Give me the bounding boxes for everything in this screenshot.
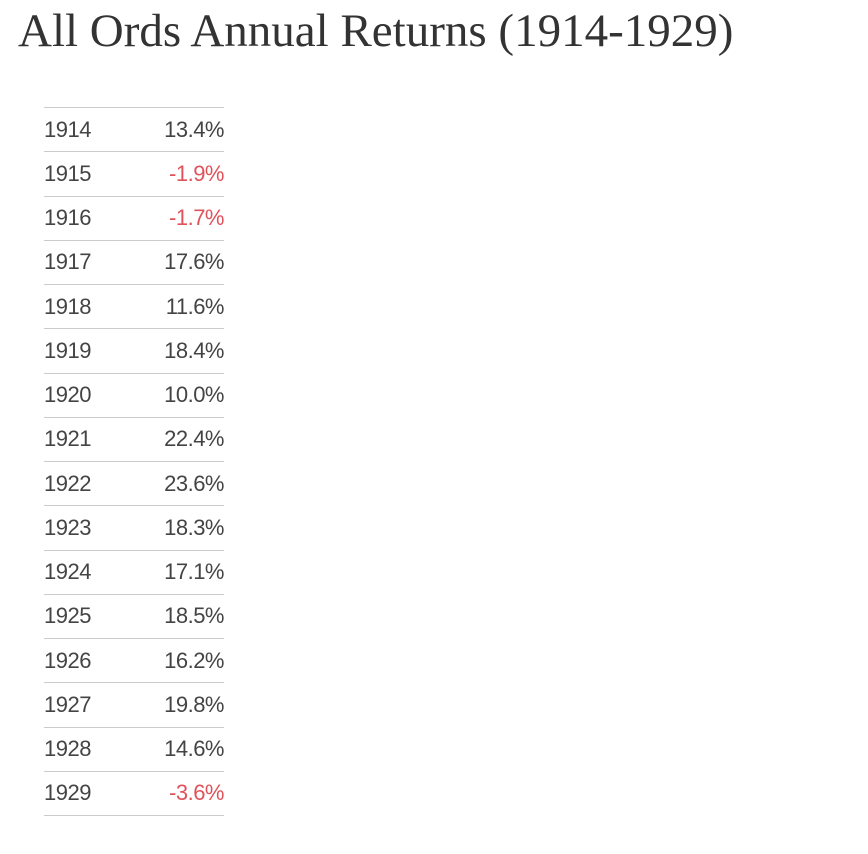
year-cell: 1917 (44, 249, 91, 275)
year-cell: 1919 (44, 337, 91, 363)
return-cell: -1.9% (169, 160, 224, 186)
return-cell: 14.6% (164, 736, 224, 762)
return-cell: 16.2% (164, 647, 224, 673)
year-cell: 1920 (44, 382, 91, 408)
title: All Ords Annual Returns (1914-1929) (18, 5, 734, 57)
table-row: 1927 19.8% (44, 683, 224, 728)
return-cell: 23.6% (164, 470, 224, 496)
return-cell: -3.6% (169, 780, 224, 806)
table-row: 1922 23.6% (44, 462, 224, 507)
table-row: 1915 -1.9% (44, 152, 224, 197)
return-cell: 10.0% (164, 382, 224, 408)
year-cell: 1916 (44, 205, 91, 231)
table-row: 1919 18.4% (44, 329, 224, 374)
table-row: 1916 -1.7% (44, 197, 224, 241)
table-row: 1921 22.4% (44, 418, 224, 462)
year-cell: 1929 (44, 780, 91, 806)
return-cell: 18.5% (164, 603, 224, 629)
table-row: 1917 17.6% (44, 241, 224, 285)
year-cell: 1926 (44, 647, 91, 673)
table-row: 1925 18.5% (44, 595, 224, 639)
returns-table: 1914 13.4% 1915 -1.9% 1916 -1.7% 1917 17.6% 1918… (44, 107, 225, 816)
table-row: 1928 14.6% (44, 728, 224, 772)
return-cell: 13.4% (164, 116, 224, 142)
return-cell: 22.4% (164, 426, 224, 452)
return-cell: 11.6% (165, 293, 225, 319)
table-row: 1914 13.4% (44, 108, 224, 153)
return-cell: 17.1% (164, 559, 224, 585)
table-row: 1924 17.1% (44, 551, 224, 595)
return-cell: 18.3% (164, 514, 224, 540)
year-cell: 1915 (44, 160, 91, 186)
return-cell: 18.4% (164, 337, 224, 363)
year-cell: 1925 (44, 603, 91, 629)
table-row: 1926 16.2% (44, 639, 224, 684)
table-row: 1918 11.6% (44, 285, 225, 330)
table-row: 1929 -3.6% (44, 772, 224, 816)
year-cell: 1921 (44, 426, 91, 452)
table-row: 1920 10.0% (44, 374, 224, 418)
return-cell: 19.8% (164, 691, 224, 717)
year-cell: 1922 (44, 470, 91, 496)
return-cell: 17.6% (164, 249, 224, 275)
year-cell: 1927 (44, 691, 91, 717)
return-cell: -1.7% (169, 205, 224, 231)
year-cell: 1923 (44, 514, 91, 540)
year-cell: 1924 (44, 559, 91, 585)
table-row: 1923 18.3% (44, 506, 224, 551)
year-cell: 1928 (44, 736, 91, 762)
year-cell: 1918 (44, 293, 91, 319)
year-cell: 1914 (44, 116, 91, 142)
